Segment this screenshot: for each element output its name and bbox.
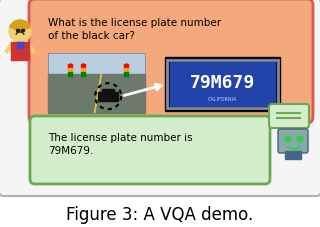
FancyBboxPatch shape (29, 0, 313, 123)
Circle shape (297, 136, 303, 142)
Bar (102, 90, 114, 95)
FancyBboxPatch shape (278, 129, 308, 153)
Circle shape (9, 21, 31, 43)
Bar (48, 54, 145, 114)
FancyBboxPatch shape (0, 0, 320, 196)
FancyBboxPatch shape (30, 116, 270, 184)
Wedge shape (10, 21, 30, 32)
Bar (165, 58, 280, 111)
Bar (167, 61, 278, 109)
Bar (11, 43, 29, 61)
Bar (48, 75, 145, 114)
Circle shape (285, 136, 291, 142)
Bar (285, 151, 301, 159)
Text: Figure 3: A VQA demo.: Figure 3: A VQA demo. (66, 205, 254, 223)
Bar (17, 43, 23, 49)
Bar (98, 93, 118, 102)
Bar (170, 63, 275, 106)
Text: The license plate number is
79M679.: The license plate number is 79M679. (48, 132, 193, 155)
FancyBboxPatch shape (269, 105, 309, 128)
Bar (48, 54, 145, 75)
Text: CALIFORNIA: CALIFORNIA (208, 97, 237, 102)
Text: What is the license plate number
of the black car?: What is the license plate number of the … (48, 18, 221, 41)
Text: 79M679: 79M679 (190, 74, 255, 92)
